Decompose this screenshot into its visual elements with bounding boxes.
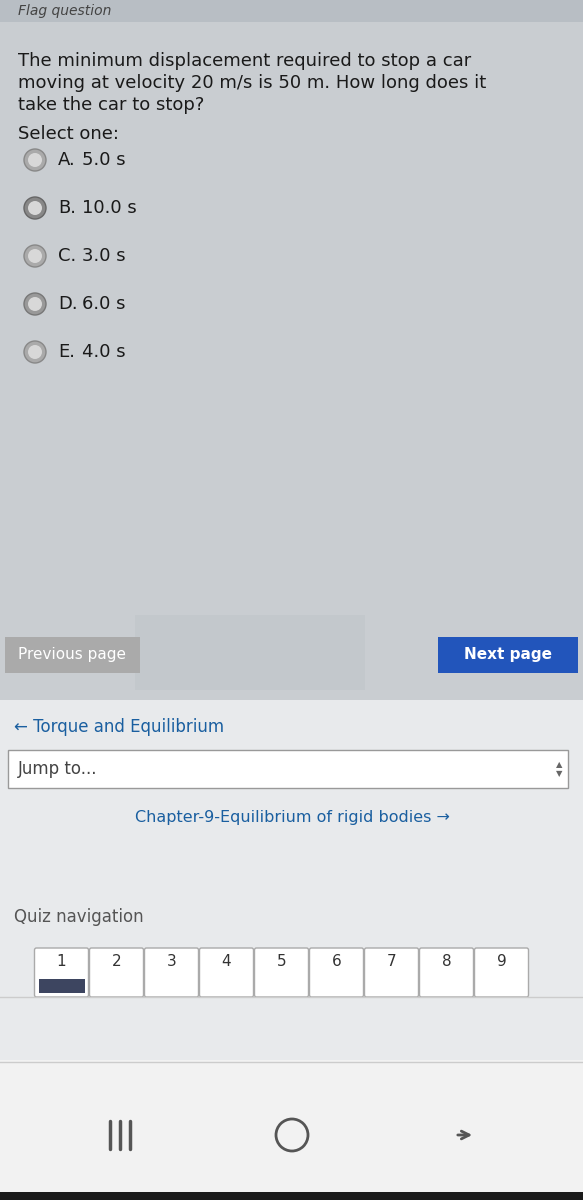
FancyBboxPatch shape xyxy=(90,948,143,997)
Text: 5.0 s: 5.0 s xyxy=(82,151,125,169)
Text: 10.0 s: 10.0 s xyxy=(82,199,137,217)
Circle shape xyxy=(28,346,42,359)
Circle shape xyxy=(24,245,46,266)
FancyBboxPatch shape xyxy=(364,948,419,997)
FancyBboxPatch shape xyxy=(38,979,85,994)
Circle shape xyxy=(24,149,46,170)
Text: D.: D. xyxy=(58,295,78,313)
Circle shape xyxy=(28,152,42,167)
FancyBboxPatch shape xyxy=(8,750,568,788)
Circle shape xyxy=(24,293,46,314)
Text: take the car to stop?: take the car to stop? xyxy=(18,96,205,114)
Text: The minimum displacement required to stop a car: The minimum displacement required to sto… xyxy=(18,52,471,70)
FancyBboxPatch shape xyxy=(0,610,583,695)
Text: 4.0 s: 4.0 s xyxy=(82,343,125,361)
Circle shape xyxy=(28,296,42,311)
Text: A.: A. xyxy=(58,151,76,169)
FancyBboxPatch shape xyxy=(34,948,89,997)
Text: 6: 6 xyxy=(332,954,342,970)
Text: ← Torque and Equilibrium: ← Torque and Equilibrium xyxy=(14,718,224,736)
FancyBboxPatch shape xyxy=(255,948,308,997)
FancyBboxPatch shape xyxy=(0,700,583,900)
FancyBboxPatch shape xyxy=(475,948,529,997)
Text: 3: 3 xyxy=(167,954,177,970)
Circle shape xyxy=(28,200,42,215)
Text: 2: 2 xyxy=(112,954,121,970)
Text: B.: B. xyxy=(58,199,76,217)
Text: 7: 7 xyxy=(387,954,396,970)
Text: Jump to...: Jump to... xyxy=(18,760,97,778)
Text: 4: 4 xyxy=(222,954,231,970)
Text: 3.0 s: 3.0 s xyxy=(82,247,125,265)
Text: 5: 5 xyxy=(277,954,286,970)
Circle shape xyxy=(24,341,46,362)
Text: Next page: Next page xyxy=(464,648,552,662)
Text: C.: C. xyxy=(58,247,76,265)
FancyBboxPatch shape xyxy=(310,948,363,997)
FancyBboxPatch shape xyxy=(0,1060,583,1200)
Text: ▲
▼: ▲ ▼ xyxy=(556,761,562,778)
FancyBboxPatch shape xyxy=(0,0,583,22)
FancyBboxPatch shape xyxy=(145,948,198,997)
FancyBboxPatch shape xyxy=(0,22,583,610)
Text: Flag question: Flag question xyxy=(18,4,111,18)
Circle shape xyxy=(28,248,42,263)
Text: Previous page: Previous page xyxy=(19,648,127,662)
Text: 8: 8 xyxy=(442,954,451,970)
Text: E.: E. xyxy=(58,343,75,361)
FancyBboxPatch shape xyxy=(135,614,365,690)
FancyBboxPatch shape xyxy=(5,637,140,673)
Text: Select one:: Select one: xyxy=(18,125,119,143)
Text: moving at velocity 20 m/s is 50 m. How long does it: moving at velocity 20 m/s is 50 m. How l… xyxy=(18,74,486,92)
Text: 6.0 s: 6.0 s xyxy=(82,295,125,313)
FancyBboxPatch shape xyxy=(420,948,473,997)
Text: 9: 9 xyxy=(497,954,507,970)
FancyBboxPatch shape xyxy=(0,900,583,1080)
Text: Chapter-9-Equilibrium of rigid bodies →: Chapter-9-Equilibrium of rigid bodies → xyxy=(135,810,449,826)
FancyBboxPatch shape xyxy=(199,948,254,997)
Text: 1: 1 xyxy=(57,954,66,970)
FancyBboxPatch shape xyxy=(0,1192,583,1200)
Text: Quiz navigation: Quiz navigation xyxy=(14,908,143,926)
Circle shape xyxy=(24,197,46,218)
FancyBboxPatch shape xyxy=(438,637,578,673)
